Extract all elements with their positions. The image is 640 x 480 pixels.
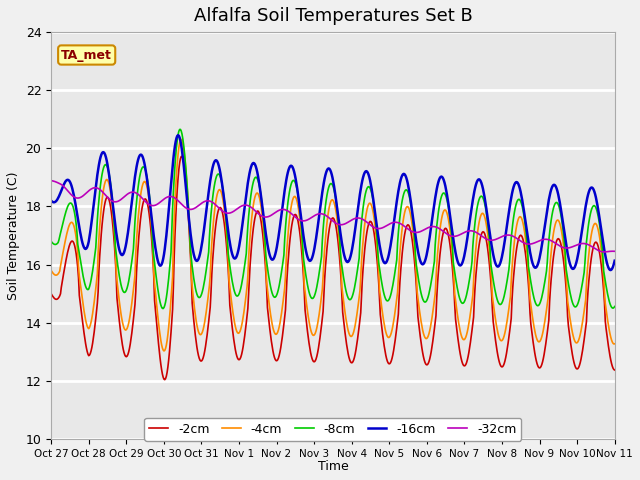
- -4cm: [177, 136, 185, 142]
- X-axis label: Time: Time: [317, 460, 348, 473]
- -16cm: [58, 188, 65, 193]
- -8cm: [115, 273, 123, 278]
- -32cm: [401, 224, 409, 230]
- -16cm: [403, 175, 410, 180]
- -8cm: [611, 304, 618, 310]
- -32cm: [58, 181, 65, 187]
- Legend: -2cm, -4cm, -8cm, -16cm, -32cm: -2cm, -4cm, -8cm, -16cm, -32cm: [145, 418, 522, 441]
- -8cm: [173, 137, 181, 143]
- Y-axis label: Soil Temperature (C): Soil Temperature (C): [7, 171, 20, 300]
- -4cm: [115, 298, 123, 304]
- -2cm: [204, 326, 212, 332]
- -16cm: [47, 198, 55, 204]
- -32cm: [418, 228, 426, 234]
- -4cm: [403, 204, 411, 209]
- Line: -2cm: -2cm: [51, 156, 614, 380]
- -8cm: [403, 187, 411, 193]
- -16cm: [173, 135, 180, 141]
- -2cm: [47, 291, 55, 297]
- -32cm: [611, 249, 618, 254]
- -8cm: [159, 306, 167, 312]
- -4cm: [58, 259, 65, 264]
- -32cm: [115, 198, 123, 204]
- Line: -4cm: -4cm: [51, 139, 614, 351]
- -4cm: [204, 296, 212, 302]
- -4cm: [47, 267, 55, 273]
- -32cm: [47, 178, 55, 183]
- -16cm: [607, 267, 614, 273]
- -16cm: [611, 258, 618, 264]
- -8cm: [58, 227, 65, 233]
- -8cm: [420, 298, 428, 303]
- -16cm: [204, 202, 211, 207]
- -4cm: [173, 160, 181, 166]
- -4cm: [160, 348, 168, 354]
- -4cm: [611, 341, 618, 347]
- -16cm: [419, 262, 426, 267]
- -8cm: [177, 127, 184, 132]
- -2cm: [58, 285, 65, 290]
- -2cm: [178, 154, 186, 159]
- -16cm: [174, 132, 182, 138]
- -4cm: [420, 330, 428, 336]
- -2cm: [420, 354, 428, 360]
- -32cm: [601, 249, 609, 255]
- -8cm: [204, 255, 212, 261]
- Text: TA_met: TA_met: [61, 48, 112, 61]
- -2cm: [161, 377, 168, 383]
- -32cm: [173, 196, 180, 202]
- Line: -32cm: -32cm: [51, 180, 614, 252]
- -2cm: [611, 367, 618, 373]
- -2cm: [115, 318, 123, 324]
- Line: -8cm: -8cm: [51, 130, 614, 309]
- -8cm: [47, 239, 55, 244]
- Title: Alfalfa Soil Temperatures Set B: Alfalfa Soil Temperatures Set B: [193, 7, 472, 25]
- -32cm: [202, 198, 210, 204]
- Line: -16cm: -16cm: [51, 135, 614, 270]
- -2cm: [173, 186, 181, 192]
- -16cm: [115, 247, 123, 252]
- -2cm: [403, 223, 411, 228]
